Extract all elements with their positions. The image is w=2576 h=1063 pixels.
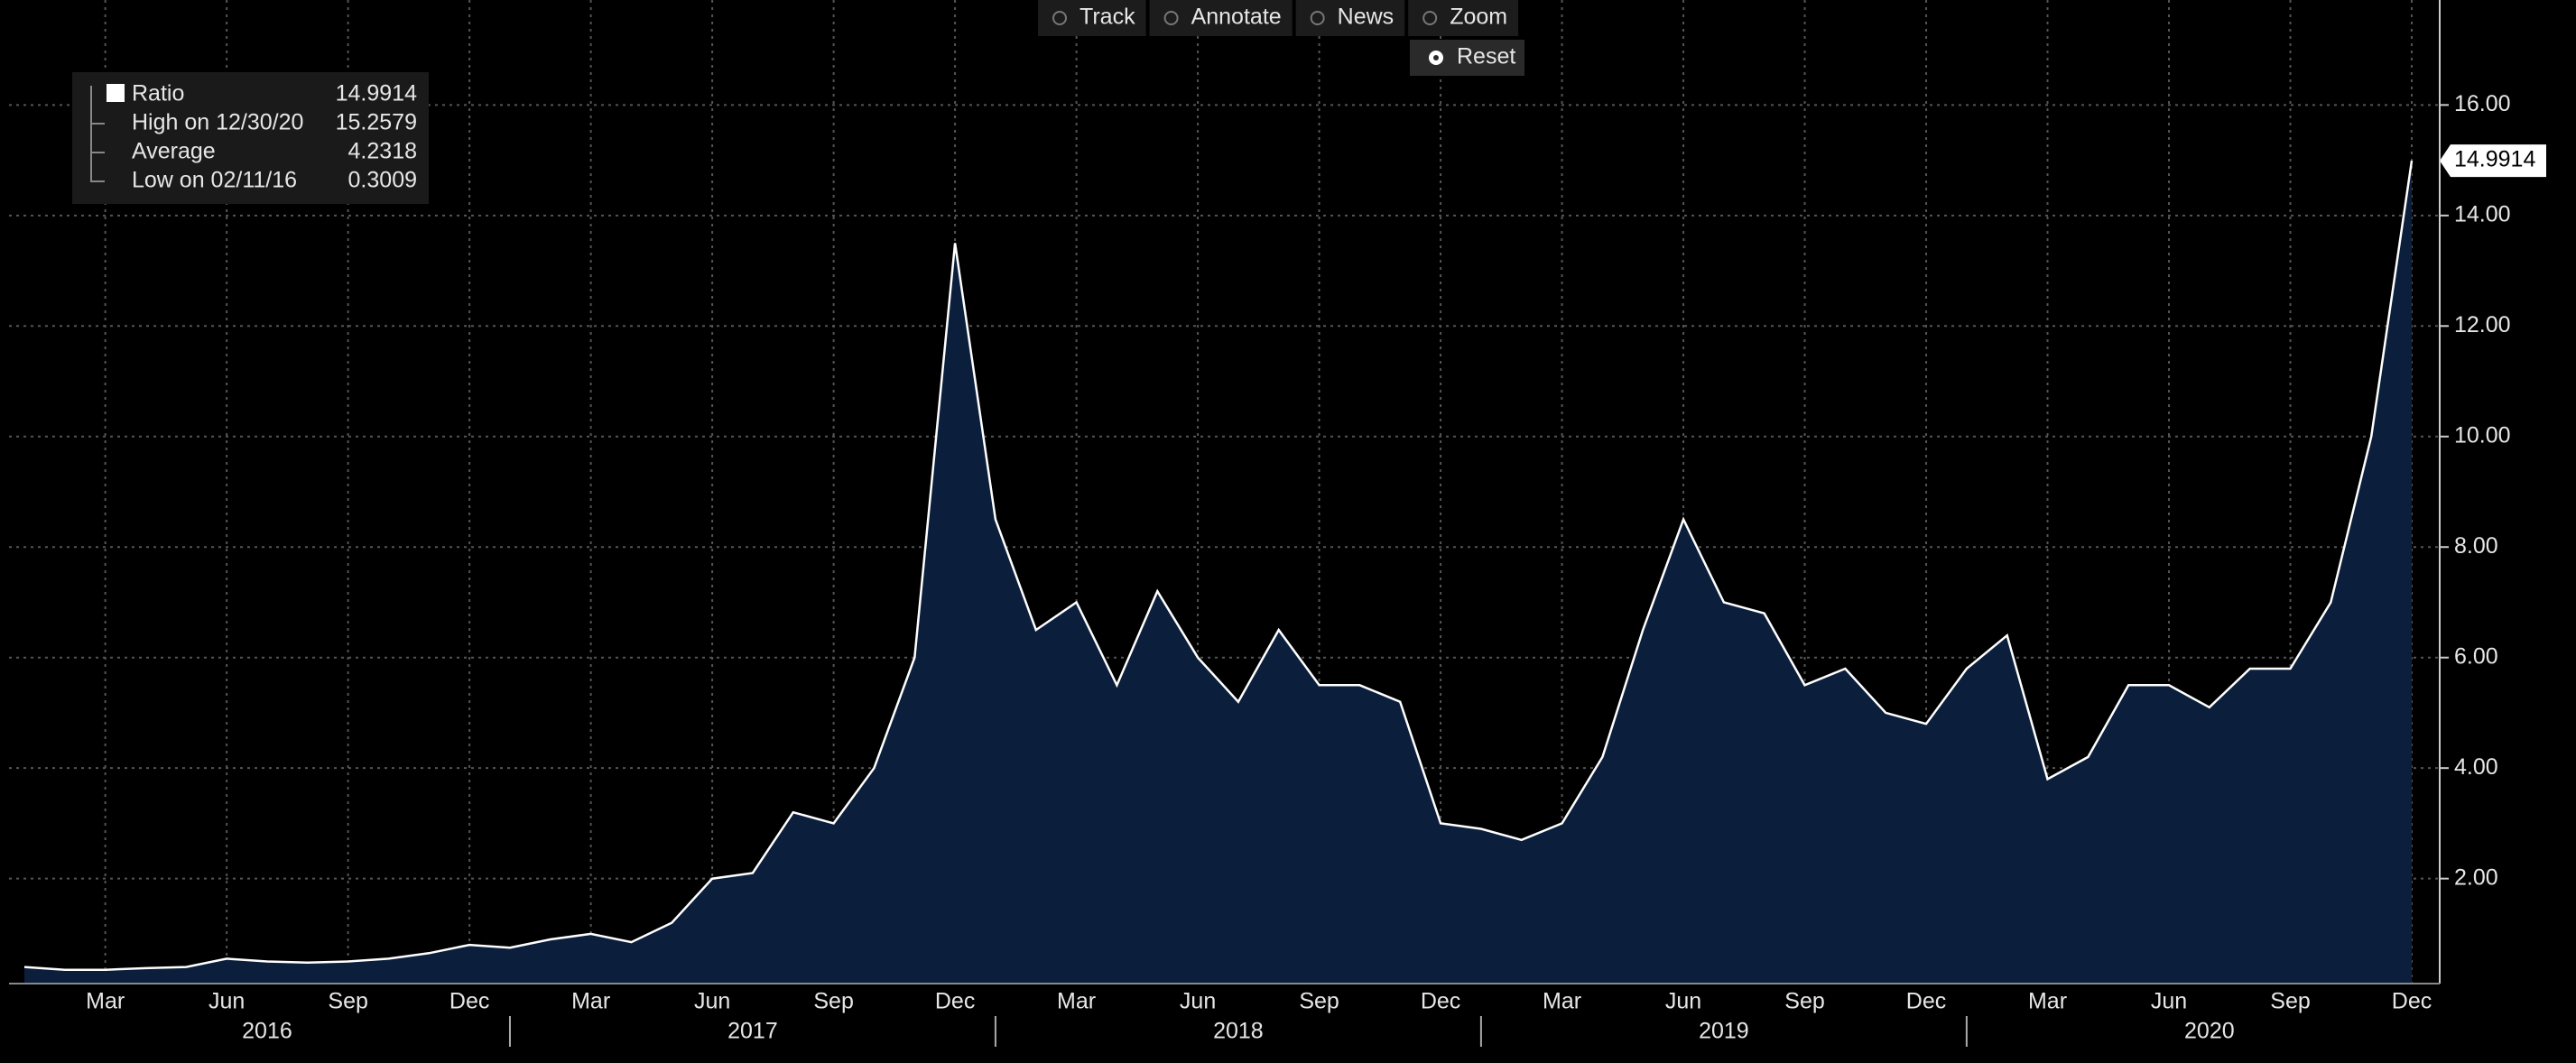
x-tick-label: Jun [1180, 989, 1216, 1014]
y-tick-label: 16.00 [2454, 91, 2511, 116]
x-tick-label: Mar [2028, 989, 2067, 1014]
toolbar: Track Annotate News Zoom Reset [1038, 0, 1524, 76]
toolbar-button[interactable]: Zoom [1450, 5, 1507, 30]
x-tick-label: Mar [571, 989, 610, 1014]
toolbar-button-bg[interactable] [1408, 0, 1519, 36]
x-tick-label: Mar [1057, 989, 1096, 1014]
toolbar-button-bg[interactable] [1038, 0, 1146, 36]
x-tick-label: Jun [208, 989, 245, 1014]
x-tick-label: Sep [1784, 989, 1824, 1014]
toolbar-icon [1422, 11, 1438, 25]
legend-stat-label: Average [132, 139, 216, 164]
toolbar-button-bg[interactable] [1295, 0, 1405, 36]
legend-value: 14.9914 [336, 81, 417, 106]
legend-swatch [107, 84, 125, 102]
x-tick-label: Sep [813, 989, 853, 1014]
legend-stat-value: 15.2579 [336, 110, 417, 135]
x-tick-label: Jun [694, 989, 730, 1014]
toolbar-icon [1310, 11, 1325, 25]
x-tick-label: Dec [449, 989, 489, 1014]
y-tick-label: 12.00 [2454, 312, 2511, 337]
toolbar-button[interactable]: Track [1080, 5, 1135, 30]
legend-stat-label: High on 12/30/20 [132, 110, 303, 135]
x-tick-label: Dec [1906, 989, 1946, 1014]
toolbar-button-bg[interactable] [1149, 0, 1293, 36]
plot: 2.00 4.00 6.00 8.00 10.00 12.00 14.00 16.00 Mar J… [9, 0, 2546, 1047]
year-label: 2017 [727, 1019, 778, 1044]
y-tick-label: 10.00 [2454, 422, 2511, 448]
x-tick-label: Mar [1543, 989, 1581, 1014]
toolbar-icon [1163, 11, 1179, 25]
last-value-badge [2440, 144, 2546, 178]
line [23, 160, 2414, 971]
legend-stat-label: Low on 02/11/16 [132, 168, 297, 193]
y-tick-label: 8.00 [2454, 533, 2498, 559]
legend-label: Ratio [132, 81, 184, 106]
y-tick-label: 2.00 [2454, 864, 2498, 890]
x-tick-label: Dec [935, 989, 975, 1014]
reset-button[interactable]: Reset [1457, 44, 1515, 69]
x-tick-label: Dec [1421, 989, 1460, 1014]
last-value-label: 14.9914 [2454, 147, 2535, 172]
area [24, 161, 2412, 984]
toolbar-button[interactable]: Annotate [1191, 5, 1282, 30]
legend-box [72, 72, 429, 204]
x-tick-label: Mar [86, 989, 125, 1014]
y-tick-label: 4.00 [2454, 754, 2498, 780]
year-label: 2018 [1213, 1019, 1264, 1044]
year-label: 2020 [2184, 1019, 2235, 1044]
reset-icon-inner [1433, 55, 1439, 60]
legend: Ratio 14.9914 High on 12/30/20 15.2579 Ave… [72, 72, 429, 204]
y-tick-label: 14.00 [2454, 201, 2511, 226]
x-tick-label: Sep [2270, 989, 2310, 1014]
x-tick-label: Sep [1299, 989, 1339, 1014]
legend-stat-value: 0.3009 [348, 168, 417, 193]
legend-stat-value: 4.2318 [348, 139, 417, 164]
toolbar-icon [1052, 11, 1067, 25]
x-tick-label: Dec [2392, 989, 2432, 1014]
x-tick-label: Jun [1665, 989, 1701, 1014]
year-label: 2019 [1699, 1019, 1749, 1044]
year-label: 2016 [242, 1019, 292, 1044]
x-tick-label: Sep [328, 989, 367, 1014]
y-tick-label: 6.00 [2454, 643, 2498, 669]
toolbar-button[interactable]: News [1338, 5, 1395, 30]
x-tick-label: Jun [2151, 989, 2187, 1014]
